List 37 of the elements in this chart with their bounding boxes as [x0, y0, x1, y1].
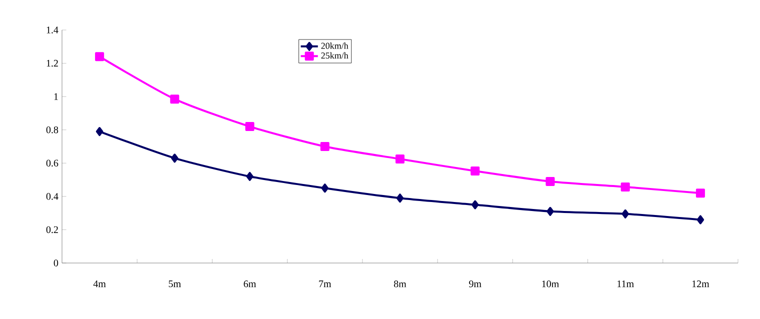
point — [622, 209, 629, 218]
x-tick-label: 5m — [168, 280, 181, 288]
y-tick-label: 1.4 — [46, 26, 58, 34]
point — [171, 154, 178, 163]
point — [246, 172, 254, 181]
x-tick-label: 12m — [692, 280, 710, 288]
point — [245, 122, 254, 132]
point — [696, 188, 705, 198]
point — [96, 127, 104, 136]
x-tick-label: 6m — [244, 280, 256, 288]
x-tick-label: 11m — [618, 280, 634, 288]
point — [471, 200, 479, 210]
y-tick-label: 0.6 — [46, 160, 58, 167]
y-tick-label: 0.8 — [46, 126, 58, 134]
point — [320, 142, 330, 151]
y-tick-label: 1 — [54, 93, 58, 100]
y-tick-label: 0.4 — [46, 193, 58, 200]
point — [546, 176, 555, 186]
x-tick-label: 10m — [542, 280, 559, 288]
point — [546, 206, 554, 216]
y-tick-label: 0.2 — [46, 226, 58, 234]
point — [95, 52, 104, 62]
legend-label: 25km/h — [321, 52, 348, 59]
point — [396, 154, 404, 164]
y-tick-label: 1.2 — [46, 60, 58, 67]
x-tick-label: 8m — [394, 280, 406, 288]
point — [470, 166, 480, 176]
point — [396, 194, 404, 203]
point — [170, 94, 180, 104]
x-tick-label: 4m — [93, 280, 106, 288]
point — [321, 184, 329, 193]
x-tick-label: 7m — [319, 280, 332, 288]
x-tick-label: 9m — [469, 280, 482, 288]
point — [696, 215, 704, 224]
legend-label: 20km/h — [321, 42, 348, 49]
point — [620, 182, 630, 192]
y-tick-label: 0 — [54, 260, 58, 266]
